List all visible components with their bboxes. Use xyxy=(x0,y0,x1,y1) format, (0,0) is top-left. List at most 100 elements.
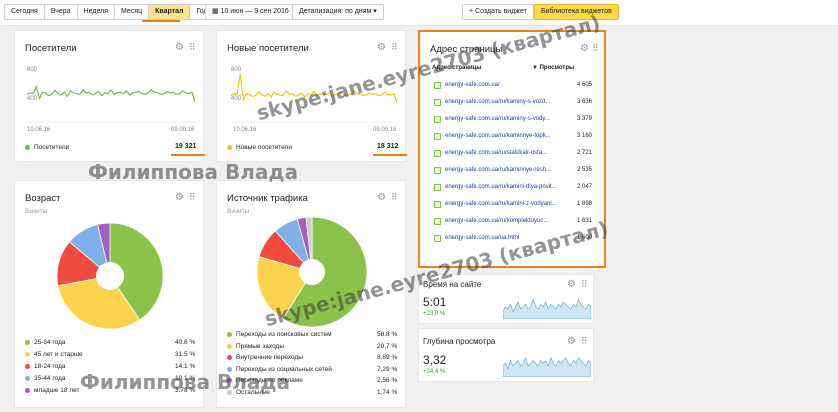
widget-library-button[interactable]: Библиотека виджетов xyxy=(534,4,619,20)
table-row[interactable]: energy-safe.com.ua/ua.html 1 600 xyxy=(434,233,592,247)
page-url-link[interactable]: energy-safe.com.ua/ru/kaminnye-topk... xyxy=(445,133,551,139)
date-range-button[interactable]: ▦ 10 июн — 9 сен 2016 xyxy=(205,4,296,20)
page-url-link[interactable]: energy-safe.com.ua/ru/kamini-z-vodyani..… xyxy=(445,201,557,207)
date-start: 10.06.16 xyxy=(233,127,257,133)
page-url-link[interactable]: energy-safe.com.ua/ru/kamini-dlya-povit.… xyxy=(445,184,557,190)
legend-item[interactable]: 35-44 года xyxy=(25,375,66,382)
watermark-name: Филиппова Влада xyxy=(80,370,291,394)
page-url-link[interactable]: energy-safe.com.ua/ua.html xyxy=(445,235,520,241)
time-title: Время на сайте xyxy=(423,280,482,289)
legend-item[interactable]: Переходы по рекламе xyxy=(227,377,303,384)
period-yesterday[interactable]: Вчера xyxy=(44,5,78,19)
page-icon xyxy=(434,167,441,174)
y-tick-mid: 400 xyxy=(231,96,242,102)
page-views: 2 721 xyxy=(576,150,592,156)
drag-handle-icon[interactable]: ⠿ xyxy=(391,42,398,52)
legend-item[interactable]: Переходы из поисковых систем xyxy=(227,331,332,338)
period-today[interactable]: Сегодня xyxy=(5,5,45,19)
legend-dot xyxy=(227,332,232,337)
traffic-pie-chart xyxy=(256,216,368,328)
create-widget-button[interactable]: + Создать виджет xyxy=(462,4,534,20)
page-url-link[interactable]: energy-safe.com.ua/ xyxy=(445,82,500,88)
table-row[interactable]: energy-safe.com.ua/ru/kaminy-s-vozd... 3 … xyxy=(434,97,592,111)
pie-slice xyxy=(109,222,164,321)
period-quarter[interactable]: Квартал xyxy=(149,5,191,19)
drag-handle-icon[interactable]: ⠿ xyxy=(189,42,196,52)
visitors-total-underline xyxy=(171,154,205,156)
depth-sparkline xyxy=(503,356,591,377)
page-url-link[interactable]: energy-safe.com.ua/ru/stati/kak-usta... xyxy=(445,150,548,156)
page-views: 4 605 xyxy=(576,82,592,88)
drag-handle-icon[interactable]: ⠿ xyxy=(391,192,398,202)
page-url-link[interactable]: energy-safe.com.ua/ru/kaminy-s-vozd... xyxy=(445,99,551,105)
time-value: 5:01 xyxy=(423,295,447,309)
gear-icon[interactable]: ⚙ xyxy=(175,192,184,203)
gear-icon[interactable]: ⚙ xyxy=(567,279,576,290)
legend-item[interactable]: Прямые заходы xyxy=(227,343,284,350)
table-row[interactable]: energy-safe.com.ua/4 605 xyxy=(434,80,592,94)
legend-value: 3.78 % xyxy=(175,387,196,394)
toolbar: Сегодня Вчера Неделя Месяц Квартал Год ▦… xyxy=(0,0,838,26)
drag-handle-icon[interactable]: ⠿ xyxy=(592,43,599,53)
page-views: 3 636 xyxy=(576,99,592,105)
legend-item[interactable]: 18-24 года xyxy=(25,363,66,370)
traffic-subtitle: Визиты xyxy=(227,208,250,215)
legend-item[interactable]: Внутренние переходы xyxy=(227,354,303,361)
page-icon xyxy=(434,201,441,208)
legend-value: 7,29 % xyxy=(377,365,398,373)
legend-dot xyxy=(25,145,30,150)
legend-item[interactable]: Остальные xyxy=(227,389,270,396)
gear-icon[interactable]: ⚙ xyxy=(567,336,576,347)
legend-value: 2,56 % xyxy=(377,377,398,384)
page-views: 1 631 xyxy=(576,218,592,224)
legend-item[interactable]: Переходы из социальных сетей xyxy=(227,366,332,373)
drag-handle-icon[interactable]: ⠿ xyxy=(189,192,196,202)
time-on-site-widget: Время на сайте ⚙ ⠿ 5:01 +23,0 % xyxy=(418,274,594,324)
period-month[interactable]: Месяц xyxy=(115,5,150,19)
legend-dot xyxy=(227,343,232,349)
legend-label: 18-24 года xyxy=(34,363,66,370)
col-url-header[interactable]: Адрес страницы xyxy=(432,65,482,71)
page-icon xyxy=(434,116,441,123)
table-row[interactable]: energy-safe.com.ua/ru/kamini-z-vodyani..… xyxy=(434,199,592,213)
page-views: 3 379 xyxy=(576,116,592,122)
page-url-link[interactable]: energy-safe.com.ua/ru/kaminy-s-vody... xyxy=(445,116,550,122)
table-row[interactable]: energy-safe.com.ua/ru/kaminnye-topk... 3 … xyxy=(434,131,592,145)
page-url-link[interactable]: energy-safe.com.ua/ru/kaminnye-resh... xyxy=(445,167,552,173)
gear-icon[interactable]: ⚙ xyxy=(175,42,184,53)
drag-handle-icon[interactable]: ⠿ xyxy=(581,336,588,346)
period-week[interactable]: Неделя xyxy=(77,5,116,19)
table-row[interactable]: energy-safe.com.ua/ru/kaminnye-resh... 2 … xyxy=(434,165,592,179)
legend-dot xyxy=(227,366,232,372)
gear-icon[interactable]: ⚙ xyxy=(580,43,589,54)
legend-item[interactable]: 25-34 года xyxy=(25,339,66,346)
table-row[interactable]: energy-safe.com.ua/ru/komplektuyuc... 1 6… xyxy=(434,216,592,230)
series-line xyxy=(231,73,397,103)
legend-item[interactable]: 45 лет и старше xyxy=(25,351,83,358)
legend-dot xyxy=(25,376,30,381)
legend-label: Переходы по рекламе xyxy=(236,377,303,384)
pages-widget: Адрес страницы ⚙ ⠿ Адрес страницы ▼ Прос… xyxy=(418,30,606,268)
traffic-title: Источник трафика xyxy=(227,193,308,204)
period-selector: Сегодня Вчера Неделя Месяц Квартал Год xyxy=(4,4,215,20)
drag-handle-icon[interactable]: ⠿ xyxy=(581,279,588,289)
depth-value: 3,32 xyxy=(423,353,447,367)
table-row[interactable]: energy-safe.com.ua/ru/stati/kak-usta... 2… xyxy=(434,148,592,162)
gear-icon[interactable]: ⚙ xyxy=(377,192,386,203)
page-views: 3 160 xyxy=(576,133,592,139)
page-url-link[interactable]: energy-safe.com.ua/ru/komplektuyuc... xyxy=(445,218,549,224)
date-start: 10.06.16 xyxy=(27,127,51,133)
chevron-down-icon: ▾ xyxy=(371,8,377,15)
table-row[interactable]: energy-safe.com.ua/ru/kaminy-s-vody... 3 … xyxy=(434,114,592,128)
traffic-widget: Источник трафика Визиты ⚙ ⠿ Переходы из … xyxy=(216,180,406,408)
legend-item[interactable]: младше 18 лет xyxy=(25,387,80,394)
col-views-header[interactable]: ▼ Просмотры xyxy=(532,65,575,71)
date-end: 09.09.16 xyxy=(373,127,397,133)
gear-icon[interactable]: ⚙ xyxy=(377,42,386,53)
detail-dropdown[interactable]: Детализация: по дням ▾ xyxy=(292,4,384,20)
table-row[interactable]: energy-safe.com.ua/ru/kamini-dlya-povit.… xyxy=(434,182,592,196)
age-widget: Возраст Визиты ⚙ ⠿ 25-34 года 40.6 % 45 ле… xyxy=(14,180,204,408)
legend-value: 14.1 % xyxy=(175,363,196,370)
page-icon xyxy=(434,99,441,106)
legend-dot xyxy=(25,388,30,393)
